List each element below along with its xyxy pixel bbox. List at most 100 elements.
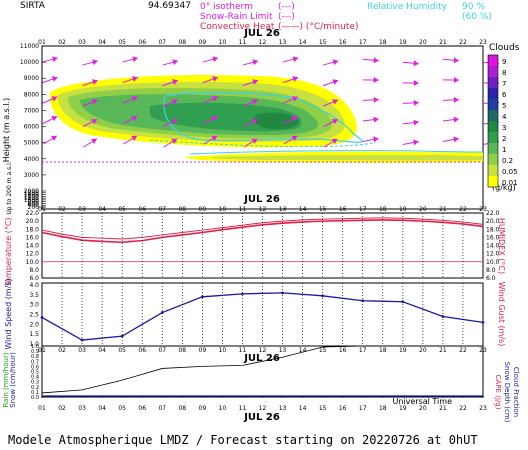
wind-arrow-head [91,79,98,85]
x-tick-top-label: 10 [219,39,227,46]
precip-x-tick-label-top: 19 [399,347,407,354]
x-tick-top-label: 20 [419,39,427,46]
footer-title: Modele Atmospherique LMDZ / Forecast sta… [8,433,478,447]
temperature-x-tick-label: 04 [98,206,106,213]
wind-arrow-head [332,99,339,105]
precip-x-tick-label-bottom: 21 [439,405,447,412]
clouds-ylabel-low: Up to 200 m a.s.l. [6,161,13,214]
precip-x-tick-label-top: 06 [138,347,146,354]
clouds-y-tick: 600 [28,200,40,207]
wind-arrow-head [292,76,299,82]
wind-arrow-head [132,76,138,82]
wind-arrow [323,138,338,148]
wind-arrow-head [52,56,58,63]
precip-date-label-bottom: JUL 26 [243,412,280,423]
temperature-x-tick-label: 23 [479,206,487,213]
precip-y-tick: 0.4 [31,375,39,381]
precip-y-tick: 0.5 [31,370,39,376]
wind-arrow-head [291,115,298,122]
clouds-y-tick: 6000 [24,124,39,131]
precip-y-tick: 0.0 [31,395,39,401]
precip-y-tick: 0.7 [31,359,39,365]
rain-ylabel: Rain (mm/hour) [2,352,10,407]
wind-arrow-head [172,79,178,85]
wind-arrow [82,79,98,87]
cloud-legend-value: 3 [502,124,506,132]
wind-arrow [243,118,258,128]
cloud-level-3 [254,112,299,130]
wind-speed-point [361,299,365,303]
x-tick-top-label: 18 [379,39,387,46]
temperature-line [41,219,484,244]
wind-arrow-head [291,135,298,142]
temperature-x-tick-label: 22 [459,206,467,213]
wind-arrow-head [212,76,218,82]
precip-x-tick-label-bottom: 13 [279,405,287,412]
wind-arrow-head [132,56,138,63]
precip-y-tick: 0.3 [31,380,39,386]
wind-arrow [442,136,459,143]
precip-date-label: JUL 26 [243,353,280,364]
wind-arrow [362,57,379,64]
temperature-x-tick-label: 10 [219,206,227,213]
wind-arrow [442,96,459,103]
precip-x-tick-label-bottom: 17 [359,405,367,412]
wind-arrow-head [332,59,339,66]
precip-x-tick-label-bottom: 12 [259,405,267,412]
wind-arrow-head [413,119,419,126]
legend-isotherm: 0° isotherm [200,2,253,12]
wind-arrow [122,115,138,125]
x-tick-top-label: 08 [178,39,186,46]
cloud-fraction-ylabel: Cloud Fraction [512,367,520,417]
temperature-y-tick: 14.0 [26,243,40,250]
wind-arrow [42,96,58,104]
cloud-legend-value: 0.01 [502,179,518,187]
wind-arrow-head [413,139,419,146]
universal-time-label: Universal Time [392,397,452,406]
wind-arrow [362,136,379,143]
humidex-y-tick: 6.0 [486,275,496,282]
snow-ylabel: Snow (cm/hour) [9,352,17,408]
precip-x-tick-label-bottom: 20 [419,405,427,412]
wind-speed-point [481,320,485,324]
temperature-x-tick-label: 03 [78,206,86,213]
wind-arrow-head [252,79,259,85]
cloud-legend-swatch [488,66,498,77]
precip-x-tick-label-top: 14 [299,347,307,354]
temperature-x-tick-label: 06 [138,206,146,213]
wind-arrow [123,135,138,145]
precip-x-tick-label-bottom: 03 [78,405,86,412]
wind-arrow-head [453,77,459,84]
temperature-x-tick-label: 16 [339,206,347,213]
precip-x-tick-label-bottom: 11 [239,405,247,412]
wind-arrow [442,77,459,84]
temperature-x-tick-label: 02 [58,206,66,213]
snow-depth-ylabel: Snow Depth (cm) [503,362,511,423]
precip-x-tick-label-top: 08 [178,347,186,354]
wind-arrow [202,56,219,63]
clouds-y-tick: 1000 [24,197,39,204]
precip-x-tick-label-bottom: 07 [158,405,166,412]
precip-x-tick-label-bottom: 19 [399,405,407,412]
wind-arrow-head [212,56,219,63]
clouds-panel: 01 02 03 04 05 06 07 08 09 10 11 12 13 14 15 16 17 18 19 20… [2,28,500,215]
wind-arrow-head [171,138,178,145]
temperature-x-tick-label: 15 [319,206,327,213]
wind-arrow-head [131,135,138,142]
wind-arrow-head [453,96,459,103]
humidex-y-tick: 10.0 [486,259,500,266]
wind-arrow-head [171,118,178,125]
x-tick-top-label: 16 [339,39,347,46]
precip-x-tick-label-top: 18 [379,347,387,354]
wind-arrow [162,59,179,66]
wind-arrow-head [413,99,419,106]
wind-arrow-head [453,136,459,143]
legend-rh: Relative Humidity [367,2,448,12]
wind-arrow-head [91,99,98,105]
cloud-legend-value: 8 [502,69,506,77]
precip-y-tick: 0.1 [31,390,39,396]
temperature-x-tick-label: 12 [259,206,267,213]
precip-x-tick-label-bottom: 06 [138,405,146,412]
wind-arrow-head [211,96,218,102]
precip-x-tick-label-bottom: 22 [459,405,467,412]
